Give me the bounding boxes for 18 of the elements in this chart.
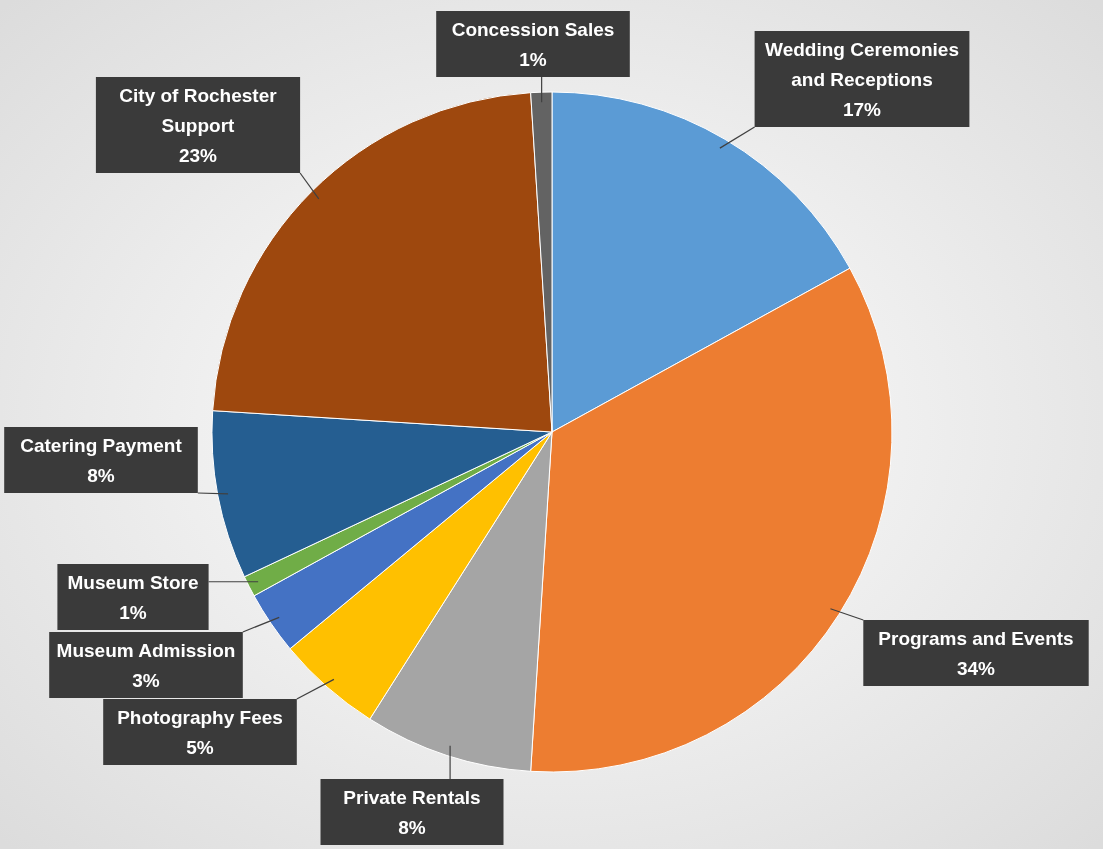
slice-label: Museum Store <box>67 572 199 593</box>
slice-label: Private Rentals <box>343 787 481 808</box>
data-label: 1% <box>119 602 147 623</box>
slice-label: Programs and Events <box>878 628 1074 649</box>
slice-label: City of Rochester Support <box>119 85 278 136</box>
data-label: 34% <box>956 658 996 679</box>
data-label: 1% <box>519 49 547 70</box>
data-label: 5% <box>186 737 214 758</box>
slice-label: Wedding Ceremonies and Receptions <box>765 39 959 90</box>
data-label: 17% <box>842 99 882 120</box>
slice-label: Photography Fees <box>117 707 283 728</box>
data-label: 8% <box>398 817 426 838</box>
data-label: 8% <box>87 465 115 486</box>
data-label: 23% <box>178 145 218 166</box>
slice-label: Concession Sales <box>451 19 615 40</box>
slice-label: Museum Admission <box>56 640 236 661</box>
data-label: 3% <box>132 670 160 691</box>
slice-label: Catering Payment <box>20 435 183 456</box>
